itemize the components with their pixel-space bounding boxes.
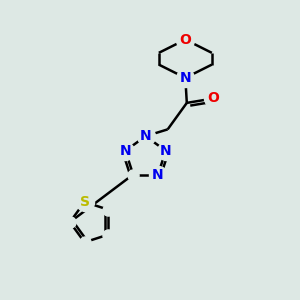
Text: N: N: [140, 129, 152, 143]
Text: S: S: [80, 195, 90, 209]
Text: N: N: [179, 71, 191, 85]
Text: N: N: [120, 144, 131, 158]
Text: N: N: [160, 144, 172, 158]
Text: N: N: [152, 167, 164, 182]
Text: O: O: [207, 92, 219, 106]
Text: O: O: [179, 33, 191, 46]
